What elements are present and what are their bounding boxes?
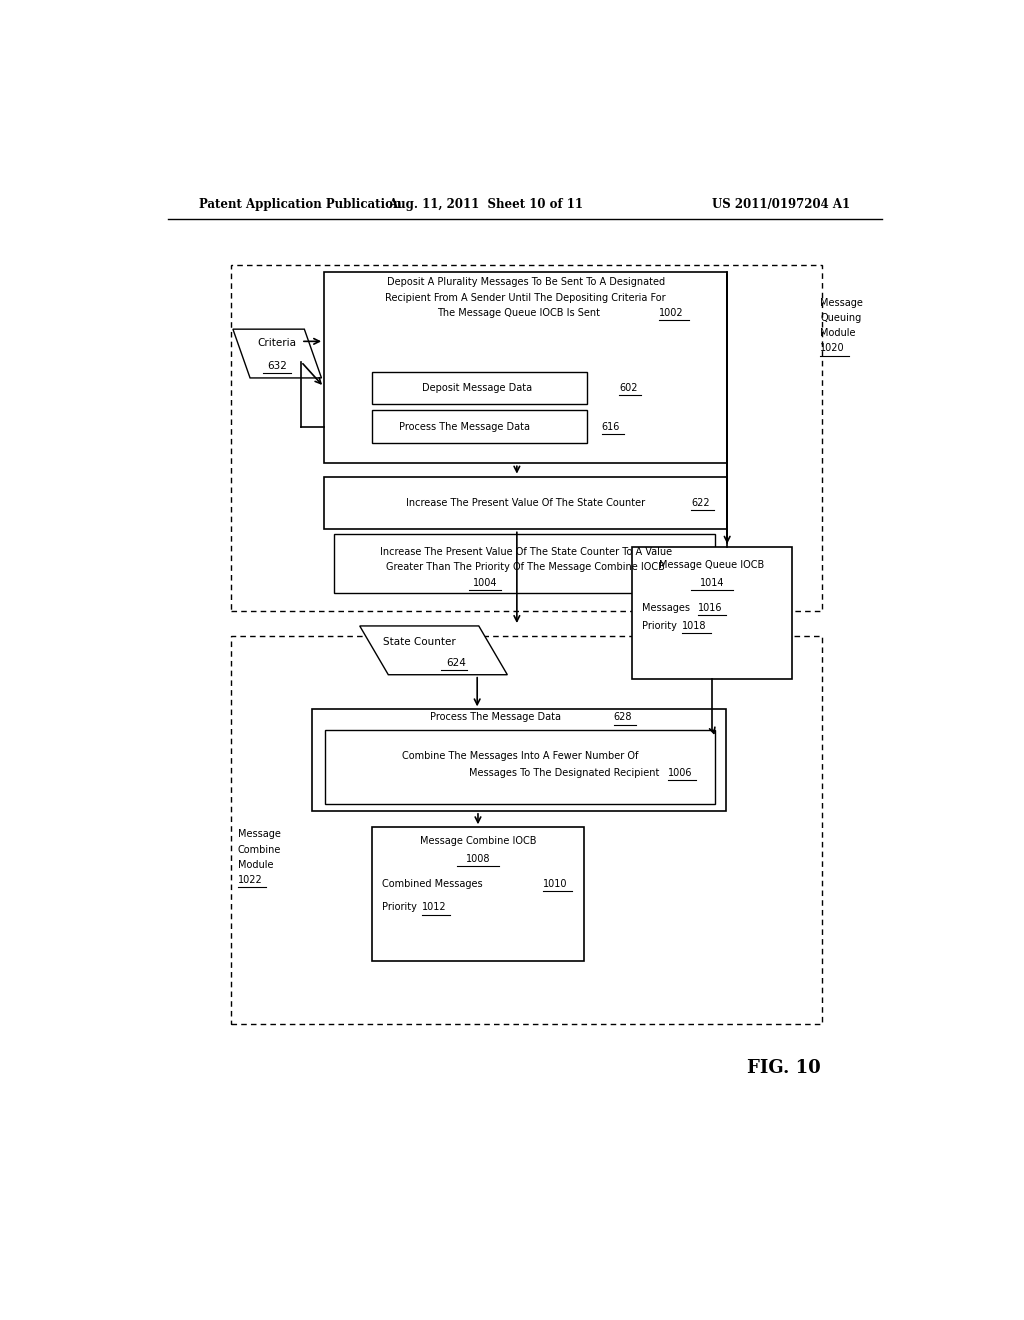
Text: 622: 622 — [691, 498, 710, 508]
Text: Module: Module — [238, 859, 273, 870]
Text: Patent Application Publication: Patent Application Publication — [200, 198, 402, 211]
Text: 1008: 1008 — [466, 854, 490, 863]
Text: 1018: 1018 — [682, 620, 707, 631]
Text: 624: 624 — [445, 657, 466, 668]
Text: Message: Message — [820, 298, 863, 308]
Text: Increase The Present Value Of The State Counter: Increase The Present Value Of The State … — [407, 498, 645, 508]
Text: 602: 602 — [620, 383, 638, 393]
Text: Deposit A Plurality Messages To Be Sent To A Designated: Deposit A Plurality Messages To Be Sent … — [386, 277, 665, 288]
Text: Increase The Present Value Of The State Counter To A Value: Increase The Present Value Of The State … — [380, 546, 672, 557]
Text: Combined Messages: Combined Messages — [382, 879, 482, 890]
Text: 632: 632 — [267, 360, 287, 371]
Text: US 2011/0197204 A1: US 2011/0197204 A1 — [712, 198, 850, 211]
Text: 628: 628 — [613, 713, 632, 722]
Text: Priority: Priority — [642, 620, 677, 631]
FancyBboxPatch shape — [372, 372, 588, 404]
FancyBboxPatch shape — [632, 546, 793, 678]
Text: Priority: Priority — [382, 903, 417, 912]
Text: 616: 616 — [602, 421, 621, 432]
Text: Message Combine IOCB: Message Combine IOCB — [420, 837, 537, 846]
Text: Recipient From A Sender Until The Depositing Criteria For: Recipient From A Sender Until The Deposi… — [385, 293, 666, 302]
FancyBboxPatch shape — [334, 535, 715, 594]
FancyBboxPatch shape — [324, 477, 727, 529]
Text: Message Queue IOCB: Message Queue IOCB — [659, 560, 765, 570]
Text: 1006: 1006 — [668, 768, 692, 779]
Text: State Counter: State Counter — [383, 638, 456, 647]
Polygon shape — [232, 329, 322, 378]
Text: Module: Module — [820, 329, 855, 338]
Text: Combine The Messages Into A Fewer Number Of: Combine The Messages Into A Fewer Number… — [401, 751, 638, 762]
Text: Criteria: Criteria — [258, 338, 297, 348]
Text: 1002: 1002 — [658, 308, 684, 318]
Text: Deposit Message Data: Deposit Message Data — [422, 383, 531, 393]
Text: Message: Message — [238, 829, 281, 840]
FancyBboxPatch shape — [312, 709, 726, 810]
Text: Queuing: Queuing — [820, 313, 861, 323]
Text: 1022: 1022 — [238, 875, 262, 884]
Text: 1020: 1020 — [820, 343, 845, 354]
Text: Process The Message Data: Process The Message Data — [430, 713, 560, 722]
Text: The Message Queue IOCB Is Sent: The Message Queue IOCB Is Sent — [437, 308, 600, 318]
Text: 1012: 1012 — [422, 903, 446, 912]
Text: Combine: Combine — [238, 845, 281, 854]
Text: 1004: 1004 — [473, 578, 498, 589]
FancyBboxPatch shape — [324, 272, 727, 463]
Polygon shape — [359, 626, 507, 675]
Text: Messages To The Designated Recipient: Messages To The Designated Recipient — [469, 768, 659, 779]
Text: Greater Than The Priority Of The Message Combine IOCB: Greater Than The Priority Of The Message… — [386, 562, 665, 572]
FancyBboxPatch shape — [372, 828, 585, 961]
Text: 1014: 1014 — [699, 578, 724, 589]
Text: Messages: Messages — [642, 603, 690, 612]
Text: Aug. 11, 2011  Sheet 10 of 11: Aug. 11, 2011 Sheet 10 of 11 — [388, 198, 583, 211]
Text: FIG. 10: FIG. 10 — [748, 1059, 821, 1077]
FancyBboxPatch shape — [325, 730, 715, 804]
FancyBboxPatch shape — [372, 411, 588, 444]
Text: 1010: 1010 — [543, 879, 567, 890]
Text: 1016: 1016 — [697, 603, 722, 612]
Text: Process The Message Data: Process The Message Data — [399, 421, 530, 432]
